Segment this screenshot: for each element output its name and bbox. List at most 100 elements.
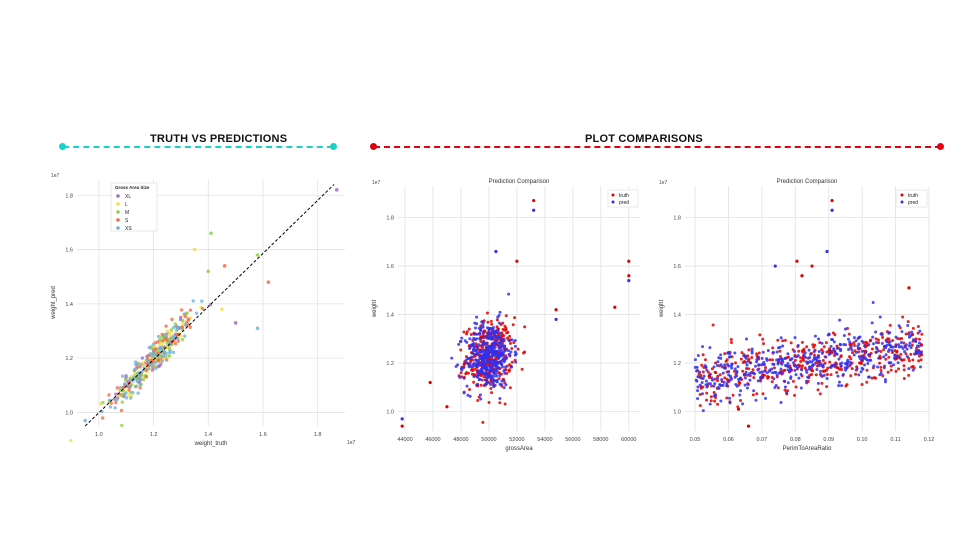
data-point-pred — [872, 364, 876, 368]
data-point-pred — [776, 362, 780, 366]
data-point-pred — [768, 368, 772, 372]
data-point-xs — [161, 354, 166, 358]
data-point-truth — [480, 378, 484, 382]
data-point-pred — [773, 386, 777, 390]
data-point-pred — [883, 344, 887, 348]
data-point-pred — [479, 397, 483, 401]
x-tick-label: 56000 — [565, 437, 580, 443]
data-point-pred — [498, 382, 502, 386]
data-point-pred — [460, 336, 464, 340]
data-point-pred — [771, 350, 775, 354]
data-point-pred — [496, 349, 500, 353]
legend-label-truth: truth — [619, 193, 629, 199]
outlier-point-truth — [810, 264, 814, 268]
data-point-truth — [709, 399, 713, 403]
data-point-pred — [728, 396, 732, 400]
data-point-truth — [698, 404, 702, 408]
data-point-pred — [727, 370, 731, 374]
data-point-pred — [758, 370, 762, 374]
y-tick-label: 1.8 — [673, 216, 681, 222]
data-point-pred — [786, 368, 790, 372]
data-point-truth — [523, 325, 527, 329]
data-point-pred — [762, 363, 766, 367]
data-point-xs — [163, 332, 167, 337]
data-point-pred — [876, 349, 880, 353]
data-point-truth — [839, 355, 843, 359]
data-point-pred — [712, 394, 716, 398]
data-point-xs — [133, 367, 137, 372]
data-point-m — [141, 377, 146, 382]
data-point-truth — [729, 338, 733, 342]
data-point-pred — [863, 356, 867, 360]
data-point-pred — [861, 367, 865, 371]
data-point-pred — [804, 368, 808, 372]
data-point-xl — [150, 368, 155, 372]
y-tick-label: 1.2 — [65, 356, 73, 362]
data-point-m — [120, 392, 124, 397]
data-point-pred — [804, 379, 808, 383]
data-point-pred — [808, 352, 812, 356]
data-point-truth — [847, 332, 851, 336]
data-point-truth — [709, 395, 713, 399]
data-point-pred — [723, 366, 727, 370]
y-exponent-label: 1e7 — [372, 180, 381, 186]
data-point-pred — [757, 355, 761, 359]
data-point-pred — [859, 370, 863, 374]
data-point-pred — [805, 360, 809, 364]
data-point-pred — [503, 349, 507, 353]
data-point-truth — [761, 337, 765, 341]
data-point-pred — [501, 339, 505, 343]
x-tick-label: 0.08 — [790, 437, 801, 443]
data-point-truth — [713, 399, 717, 403]
data-point-truth — [718, 373, 722, 377]
data-point-truth — [746, 359, 750, 363]
data-point-truth — [778, 349, 782, 353]
data-point-pred — [463, 339, 467, 343]
data-point-pred — [693, 365, 697, 369]
data-point-pred — [837, 380, 841, 384]
data-point-truth — [459, 371, 463, 375]
x-tick-label: 58000 — [593, 437, 608, 443]
data-point-pred — [491, 337, 495, 341]
data-point-truth — [886, 370, 890, 374]
data-point-xs — [151, 342, 155, 347]
data-point-pred — [879, 332, 883, 336]
data-point-pred — [485, 382, 489, 386]
data-point-m — [173, 322, 178, 326]
data-point-pred — [887, 342, 891, 346]
data-point-truth — [910, 343, 914, 347]
data-point-truth — [879, 365, 883, 369]
data-point-pred — [720, 365, 724, 369]
data-point-pred — [887, 348, 891, 352]
data-point-pred — [750, 349, 754, 353]
data-point-xl — [114, 392, 118, 396]
data-point-pred — [906, 324, 910, 328]
data-point-s — [183, 314, 188, 319]
outlier-point-pred — [554, 317, 558, 322]
y-axis-label: weight_pred — [51, 286, 57, 320]
data-point-truth — [798, 364, 802, 368]
data-point-pred — [830, 363, 834, 367]
y-tick-label: 1.6 — [386, 264, 394, 270]
data-point-truth — [701, 370, 705, 374]
data-point-xs — [171, 350, 176, 355]
data-point-truth — [520, 367, 524, 371]
outlier-point-pred — [400, 417, 404, 421]
data-point-pred — [907, 367, 911, 371]
data-point-truth — [504, 314, 508, 318]
data-point-xs — [150, 352, 154, 357]
data-point-pred — [475, 383, 479, 387]
data-point-truth — [487, 356, 491, 360]
outlier-point-pred — [627, 279, 631, 283]
data-point-truth — [899, 352, 903, 356]
data-point-truth — [741, 369, 745, 373]
data-point-truth — [747, 348, 751, 352]
data-point-truth — [479, 383, 483, 387]
data-point-truth — [490, 391, 494, 395]
data-point-truth — [712, 390, 716, 394]
data-point-truth — [814, 373, 818, 377]
x-tick-label: 0.11 — [890, 437, 900, 443]
data-point-pred — [848, 340, 852, 344]
data-point-pred — [696, 353, 700, 357]
data-point-pred — [837, 384, 841, 388]
